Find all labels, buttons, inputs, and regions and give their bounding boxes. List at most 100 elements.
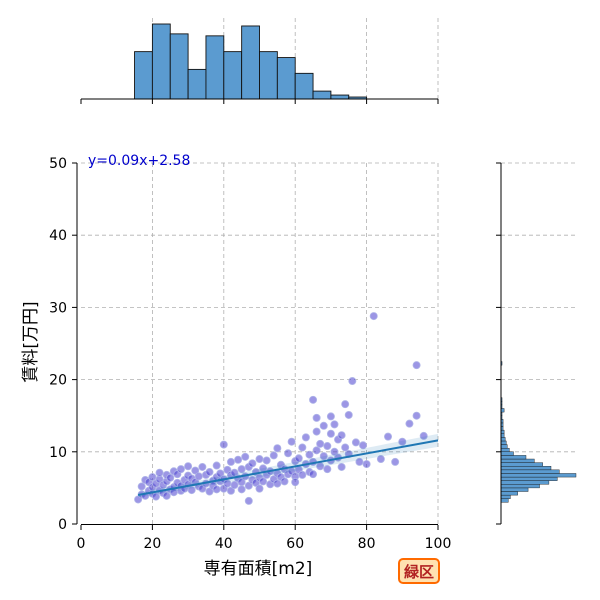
scatter-point [234,455,243,464]
scatter-point [348,377,357,386]
scatter-point [248,459,257,468]
scatter-point [219,440,228,449]
right-histogram-bar [500,447,510,453]
scatter-point [398,437,407,446]
scatter-point [230,468,239,477]
scatter-point [205,487,214,496]
right-histogram-bar [500,487,529,492]
scatter-point [284,449,293,458]
scatter-point [301,433,310,442]
scatter-point [191,466,200,475]
right-histogram-bar [500,440,507,445]
y-tick-label: 40 [49,228,67,244]
top-histogram-bar [276,57,296,100]
scatter-point [137,482,146,491]
scatter-point [287,437,296,446]
x-axis-label: 専有面積[m2] [204,559,313,579]
scatter-point [244,496,253,505]
top-histogram-bar [330,94,350,100]
regression-line-group [137,433,439,498]
x-tick-label: 60 [286,536,304,552]
scatter-point [391,457,400,466]
top-histogram-bar [223,51,243,100]
top-histogram-bar [169,33,189,100]
scatter-point [312,446,321,455]
x-tick-label: 40 [215,536,233,552]
scatter-point [312,427,321,436]
scatter-point [151,492,160,501]
scatter-point [305,450,314,459]
top-histogram-bar [187,68,207,100]
scatter-point [326,412,335,421]
scatter-point [337,431,346,440]
x-tick-label: 20 [143,536,161,552]
scatter-point [326,429,335,438]
scatter-point [269,451,278,460]
y-tick-label: 0 [58,517,67,533]
scatter-point [351,438,360,447]
scatter-point [419,431,428,440]
scatter-point [412,361,421,370]
top-histogram-bar [241,25,260,100]
scatter-point [194,472,203,481]
scatter-point [237,485,246,494]
scatter-point [166,473,175,482]
scatter-point [226,457,235,466]
scatter-point [255,484,264,493]
y-axis-label: 賃料[万円] [21,301,41,382]
scatter-point [280,477,289,486]
scatter-point [148,473,157,482]
scatter-axes [76,163,438,525]
scatter-point [323,465,332,474]
scatter-point [330,420,339,429]
right-histogram-bar [500,437,506,442]
tick-labels: 0 20 40 60 80 100 0 10 20 30 40 50 [49,156,451,552]
scatter-point [309,470,318,479]
scatter-point [198,462,207,471]
scatter-point [184,462,193,471]
y-tick-label: 30 [49,300,67,316]
scatter-point [341,400,350,409]
right-histogram-bar [500,473,577,478]
right-histogram-bar [500,498,509,503]
scatter-point [405,419,414,428]
right-histogram-bar [500,484,540,489]
right-histogram-bar [500,476,558,481]
scatter-point [155,468,164,477]
right-histogram-bar [500,480,550,485]
scatter-point [298,470,307,479]
scatter-point [216,469,225,478]
x-tick-label: 0 [77,536,86,552]
right-histogram-bar [500,462,543,467]
top-histogram-bar [259,51,278,100]
right-histogram-bar [500,451,514,456]
right-histogram-bar [500,491,518,496]
y-tick-label: 20 [49,373,67,389]
y-tick-label: 10 [49,445,67,461]
scatter-point [187,486,196,495]
scatter-point [226,486,235,495]
top-histogram-bar [294,72,314,100]
scatter-point [237,465,246,474]
y-tick-label: 50 [49,156,67,172]
top-histogram-bar [134,51,153,100]
top-histogram-bar [151,23,171,100]
scatter-point [241,452,250,461]
scatter-point [255,455,264,464]
scatter-point [330,447,339,456]
scatter-point [176,465,185,474]
scatter-point [355,457,364,466]
scatter-point [323,442,332,451]
scatter-point [212,461,221,470]
regression-equation: y=0.09x+2.58 [88,153,190,169]
scatter-point [259,477,268,486]
scatter-point [316,439,325,448]
scatter-point [344,410,353,419]
top-histogram-bar [312,90,332,100]
scatter-points [134,312,428,505]
scatter-point [412,411,421,420]
right-histogram-bar [500,469,560,474]
scatter-point [262,456,271,465]
right-histogram-bar [500,444,508,449]
